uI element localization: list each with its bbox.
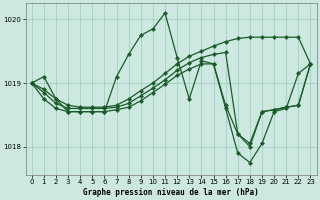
X-axis label: Graphe pression niveau de la mer (hPa): Graphe pression niveau de la mer (hPa) [83, 188, 259, 197]
